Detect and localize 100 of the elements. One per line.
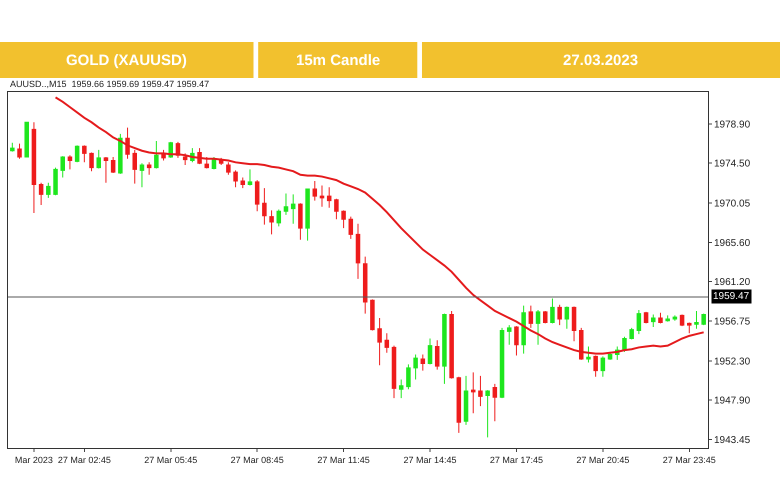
candlestick xyxy=(276,208,282,227)
candlestick xyxy=(470,372,476,414)
y-tick-label: 1970.05 xyxy=(714,198,751,210)
candlestick xyxy=(665,314,670,322)
candlestick xyxy=(132,149,138,184)
candlestick xyxy=(326,186,332,208)
candlestick xyxy=(644,311,648,324)
candlestick xyxy=(240,176,246,189)
candlestick xyxy=(24,122,29,158)
candlestick xyxy=(53,167,58,196)
candlestick xyxy=(442,313,447,384)
x-tick-label: 27 Mar 02:45 xyxy=(58,454,111,465)
candlestick xyxy=(118,133,123,174)
candlestick xyxy=(161,149,166,162)
candlestick xyxy=(384,332,390,354)
candlestick xyxy=(672,314,678,322)
candlestick xyxy=(428,338,432,365)
candlestick xyxy=(226,162,231,176)
candlestick xyxy=(492,383,498,422)
candlestick xyxy=(254,180,260,212)
candlestick xyxy=(608,351,612,360)
candlestick xyxy=(413,354,418,380)
candlestick xyxy=(341,210,346,229)
candlestick xyxy=(687,322,692,334)
candlestick xyxy=(68,154,72,170)
y-tick-label: 1952.30 xyxy=(714,356,751,368)
candlestick xyxy=(290,194,296,224)
candlestick xyxy=(32,122,36,214)
candlestick xyxy=(542,310,548,324)
candlestick xyxy=(398,378,404,399)
candlestick xyxy=(701,313,706,326)
y-tick-label: 1978.90 xyxy=(714,120,751,131)
candlestick xyxy=(406,364,411,390)
candlestick xyxy=(298,202,303,240)
candlestick xyxy=(82,144,87,163)
candlestick xyxy=(182,152,188,166)
candlestick xyxy=(572,306,576,342)
candlestick xyxy=(506,324,512,346)
candlestick xyxy=(564,306,570,330)
text: 27.03.2023 xyxy=(563,52,638,69)
candlestick xyxy=(17,143,22,160)
x-tick-label: 27 Mar 05:45 xyxy=(144,454,198,465)
candlestick xyxy=(204,156,210,170)
candlestick xyxy=(485,390,490,438)
candlestick xyxy=(456,376,462,434)
x-tick-label: 27 Mar 20:45 xyxy=(576,454,630,465)
y-tick-label: 1943.45 xyxy=(714,435,751,446)
candlestick xyxy=(60,156,65,178)
candlestick xyxy=(500,327,504,399)
candlestick xyxy=(629,327,634,340)
candlestick xyxy=(320,184,324,208)
chart-subtitle: 15m Candle xyxy=(296,52,380,69)
candlestick xyxy=(284,192,288,216)
candlestick xyxy=(38,182,44,206)
candlestick xyxy=(46,182,51,198)
chart-title: GOLD (XAUUSD) xyxy=(66,52,187,69)
candlestick xyxy=(586,346,591,364)
candlestick xyxy=(514,326,519,356)
candlestick xyxy=(370,298,375,332)
candlestick xyxy=(104,156,108,184)
y-tick-label: 1974.50 xyxy=(714,158,751,170)
candlestick xyxy=(557,304,562,326)
candlestick xyxy=(392,345,396,399)
candlestick xyxy=(96,149,102,170)
candlestick xyxy=(600,356,606,378)
y-tick-label: 1947.90 xyxy=(714,395,751,406)
candlestick xyxy=(680,314,684,327)
candlestick xyxy=(348,216,354,240)
candlestick xyxy=(269,210,274,235)
y-tick-label: 1965.60 xyxy=(714,238,751,249)
candlestick xyxy=(305,188,310,242)
candlestick xyxy=(262,188,267,226)
candlestick xyxy=(636,310,642,335)
candlestick xyxy=(377,318,382,366)
x-tick-label: 27 Mar 17:45 xyxy=(490,454,543,465)
x-tick-label: 27 Mar 23:45 xyxy=(662,454,716,465)
ref-line-label: 1959.47 xyxy=(713,291,750,302)
candlestick xyxy=(10,142,15,152)
x-tick-label: Mar 2023 xyxy=(14,454,53,465)
x-tick-label: 27 Mar 11:45 xyxy=(317,454,370,465)
candlestick xyxy=(89,152,94,172)
candlestick xyxy=(449,310,454,380)
candlestick xyxy=(356,223,360,280)
x-tick-label: 27 Mar 08:45 xyxy=(230,454,284,465)
candlestick xyxy=(528,305,534,328)
candlestick xyxy=(521,305,526,354)
candlestick xyxy=(658,312,663,324)
candlestick xyxy=(74,144,80,163)
candlestick xyxy=(550,298,555,324)
candlestick xyxy=(248,168,252,186)
candlestick xyxy=(154,140,159,170)
candlestick xyxy=(233,170,238,188)
candlestick xyxy=(478,375,483,407)
candlestick xyxy=(434,340,440,370)
candlestick xyxy=(651,314,656,328)
candlestick xyxy=(536,310,540,346)
x-tick-label: 27 Mar 14:45 xyxy=(403,454,457,465)
candlestick xyxy=(125,127,130,160)
candlestick xyxy=(420,354,426,372)
candlestick xyxy=(464,375,468,426)
